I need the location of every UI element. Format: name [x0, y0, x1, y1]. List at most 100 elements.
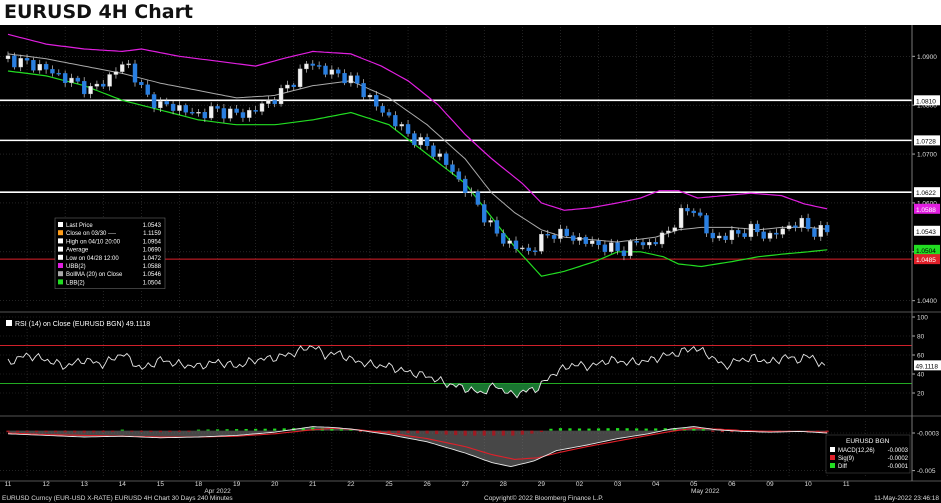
macd-histogram-bar — [311, 427, 315, 431]
macd-histogram — [6, 426, 829, 467]
candle-body — [824, 225, 830, 233]
candle-body — [780, 228, 785, 235]
macd-histogram-bar — [530, 430, 534, 434]
candle-body — [297, 68, 303, 87]
day-tick-label: 03 — [614, 481, 622, 488]
candle-body — [18, 58, 23, 68]
candle-body — [755, 223, 760, 233]
footer-right: 11-May-2022 23:46:18 — [874, 495, 939, 502]
macd-legend: EURUSD BGN MACD(12,26) -0.0003 Sig(9) -0.000… — [825, 434, 911, 474]
macd-histogram-bar — [358, 430, 363, 432]
candle-body — [380, 106, 385, 113]
candle-body — [189, 112, 195, 114]
candle-body — [742, 233, 747, 237]
candle-body — [75, 77, 81, 82]
candle-body — [145, 84, 150, 95]
candle-body — [266, 100, 271, 104]
value-tag-label: 1.0485 — [916, 257, 936, 264]
macd-histogram-bar — [701, 429, 705, 431]
candle-body — [234, 108, 239, 113]
macd-histogram-bar — [673, 428, 677, 431]
legend-swatch — [58, 279, 63, 285]
candle-body — [43, 64, 49, 70]
legend-value: 1.0504 — [143, 280, 162, 286]
macd-histogram-bar — [82, 430, 86, 433]
macd-histogram-bar — [415, 430, 420, 434]
macd-histogram-bar — [425, 430, 429, 434]
day-tick-label: 22 — [347, 481, 355, 488]
candle-body — [316, 65, 322, 67]
day-tick-label: 05 — [690, 481, 698, 488]
macd-histogram-bar — [73, 430, 77, 433]
candle-body — [208, 106, 214, 119]
candle-body — [767, 232, 773, 239]
macd-histogram-bar — [196, 429, 201, 431]
rsi-tick-label: 80 — [917, 334, 925, 341]
candle-body — [494, 220, 500, 234]
candle-body — [691, 210, 696, 214]
macd-histogram-bar — [520, 430, 524, 435]
candle-body — [253, 110, 258, 112]
macd-histogram-bar — [720, 430, 724, 433]
macd-histogram-bar — [25, 430, 29, 433]
legend-swatch — [58, 263, 63, 268]
macd-legend-box — [825, 434, 911, 474]
candle-body — [88, 86, 93, 95]
candle-body — [710, 232, 716, 239]
day-tick-label: 28 — [500, 481, 508, 488]
macd-legend-value: -0.0003 — [888, 448, 909, 454]
candle-body — [678, 207, 684, 228]
bollinger-bands — [7, 33, 828, 277]
macd-histogram-bar — [120, 429, 124, 431]
day-tick-label: 29 — [538, 481, 546, 488]
candle-body — [202, 112, 208, 119]
price-tick-label: 1.0400 — [917, 298, 937, 305]
candle-body — [278, 88, 284, 105]
candle-body — [526, 247, 531, 251]
level-tag-label: 1.0728 — [916, 138, 936, 145]
candle-body — [799, 217, 804, 228]
candle-body — [132, 63, 138, 83]
macd-histogram-bar — [482, 430, 486, 436]
candle-body — [659, 232, 665, 245]
macd-histogram-bar — [635, 428, 639, 431]
macd-histogram-bar — [273, 428, 277, 431]
candlesticks — [5, 51, 830, 261]
candle-body — [367, 95, 373, 98]
candle-body — [285, 84, 290, 89]
candle-body — [304, 63, 309, 70]
legend-label: UBB(2) — [66, 264, 86, 270]
macd-histogram-bar — [63, 430, 67, 433]
candle-body — [672, 227, 677, 232]
candle-body — [437, 153, 442, 157]
macd-legend-label: Sig(9) — [838, 456, 854, 462]
day-tick-label: 11 — [843, 481, 850, 488]
legend-swatch — [58, 222, 63, 227]
macd-histogram-bar — [111, 430, 115, 432]
candle-body — [424, 137, 430, 146]
candle-body — [431, 145, 436, 157]
legend-value: 1.0588 — [143, 264, 162, 270]
candle-body — [774, 232, 779, 235]
macd-histogram-bar — [101, 430, 105, 433]
macd-legend-value: -0.0001 — [888, 464, 909, 470]
macd-histogram-bar — [406, 430, 410, 434]
moving-average-line — [7, 53, 828, 243]
candle-body — [126, 63, 131, 66]
candle-body — [475, 191, 481, 205]
candle-body — [609, 242, 614, 252]
candle-body — [488, 220, 493, 223]
legend-value: 1.0543 — [143, 223, 162, 229]
macd-panel: -0.0003 -0.005 EURUSD BGN MACD(12,26) -0.00… — [0, 426, 939, 475]
rsi-tick-label: 40 — [917, 372, 925, 379]
day-tick-label: 06 — [728, 481, 736, 488]
candle-body — [418, 137, 423, 146]
day-tick-label: 20 — [271, 481, 279, 488]
candle-body — [247, 110, 252, 118]
macd-signal-line — [7, 427, 828, 460]
day-tick-label: 14 — [119, 481, 127, 488]
macd-histogram-bar — [396, 430, 401, 433]
legend-value: 1.0546 — [143, 272, 162, 278]
day-tick-label: 21 — [309, 481, 317, 488]
